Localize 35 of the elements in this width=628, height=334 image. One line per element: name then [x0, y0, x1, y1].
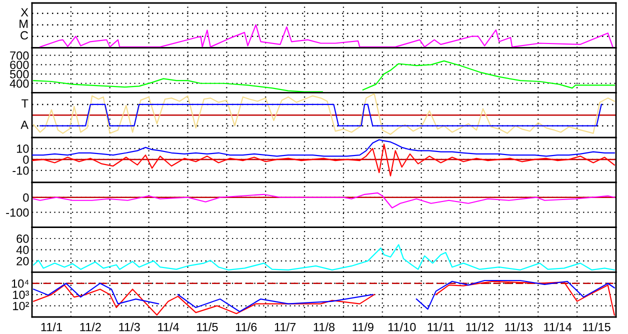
y-tick-label: 400	[10, 79, 29, 88]
x-tick-label: 11/8	[314, 322, 335, 332]
y-tick-label: 700	[10, 51, 29, 60]
y-tick-label: 600	[10, 60, 29, 70]
x-tick-label: 11/13	[505, 322, 532, 332]
y-tick-label: -100	[6, 208, 29, 217]
ref-line-label: X	[20, 8, 28, 16]
x-tick-label: 11/10	[388, 322, 416, 332]
x-tick-label: 11/6	[236, 322, 257, 332]
y-tick-label: -10	[12, 166, 29, 175]
ref-line-label: M	[20, 20, 28, 28]
x-tick-label: 11/2	[80, 322, 101, 332]
y-tick-label: 10	[16, 144, 29, 153]
x-tick-label: 11/4	[158, 322, 179, 332]
ref-line-label: T	[22, 99, 28, 108]
y-tick-label: 10²	[13, 302, 29, 310]
x-tick-label: 11/3	[119, 322, 140, 332]
x-tick-label: 11/5	[197, 322, 218, 332]
x-tick-label: 11/15	[583, 322, 610, 332]
y-tick-label: 60	[16, 234, 29, 243]
y-tick-label: 0	[23, 193, 29, 202]
y-tick-label: 40	[16, 246, 29, 254]
ref-line-label: C	[20, 31, 28, 40]
y-tick-label: 0	[23, 155, 29, 164]
x-tick-label: 11/9	[352, 322, 374, 332]
y-tick-label: 20	[16, 256, 29, 266]
x-tick-label: 11/11	[428, 322, 454, 332]
y-tick-label: 500	[10, 70, 29, 78]
x-tick-label: 11/1	[41, 322, 62, 332]
y-tick-label: 10³	[13, 290, 29, 299]
y-tick-label: 10⁴	[12, 279, 29, 288]
ref-line-label: A	[20, 120, 28, 129]
x-tick-label: 11/7	[274, 322, 296, 332]
x-tick-label: 11/12	[466, 322, 494, 332]
x-tick-label: 11/14	[544, 322, 572, 332]
